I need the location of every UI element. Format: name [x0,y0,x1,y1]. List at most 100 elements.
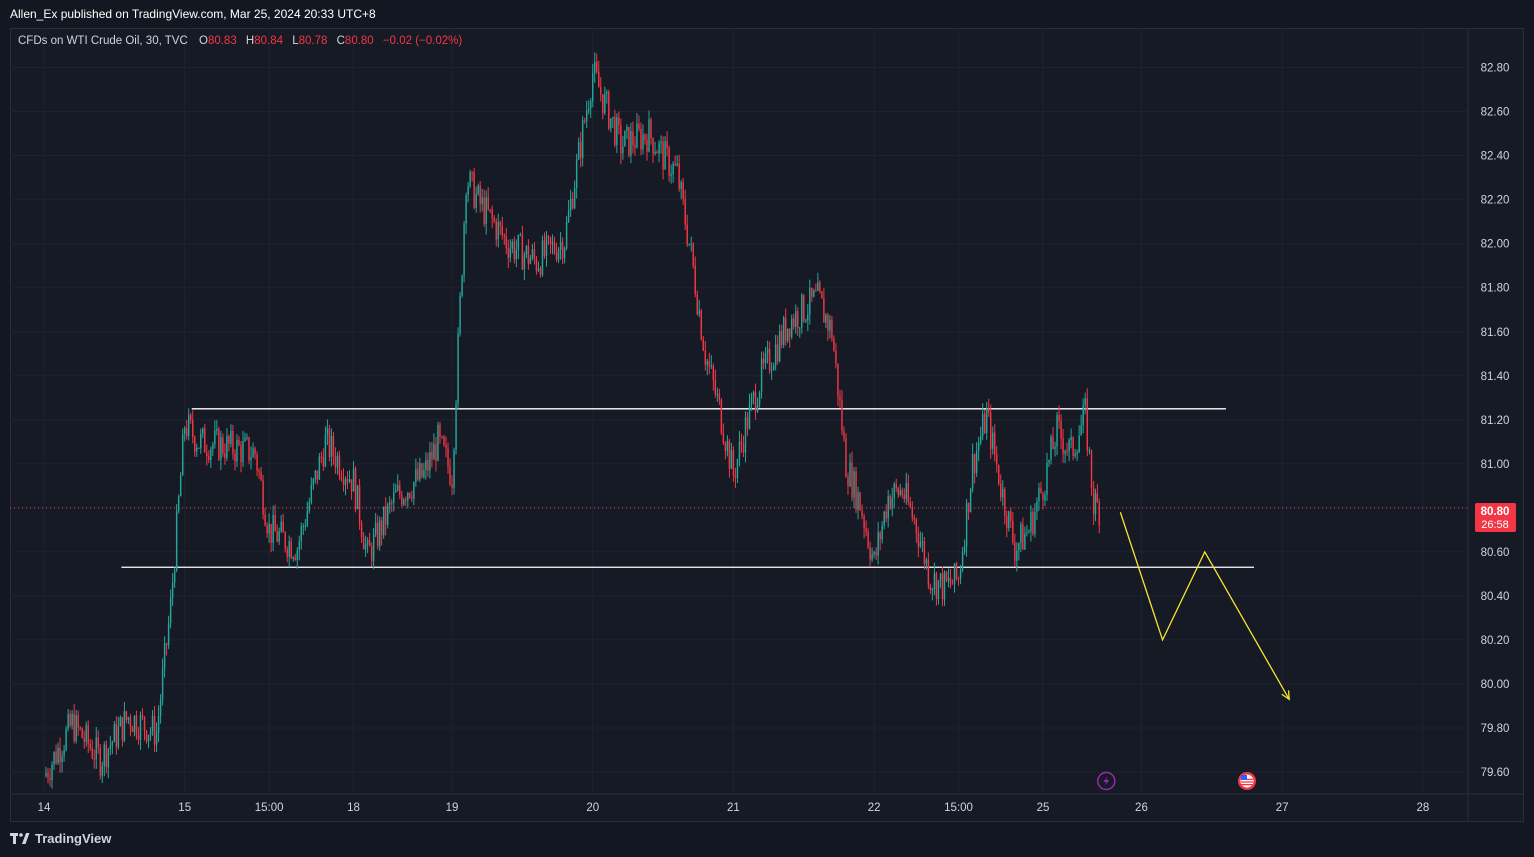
candle-body [270,523,272,543]
candle-body [403,499,405,505]
candle-body [770,369,773,371]
candle-body [863,516,865,529]
candle-body [431,451,433,460]
candle-body [276,531,278,542]
candle-body [326,428,329,435]
candle-body [686,224,688,245]
x-tick-label: 26 [1135,802,1148,814]
candle-body [827,314,829,331]
candle-body [260,472,262,481]
candle-body [513,241,516,260]
candle-body [909,502,912,507]
candle-body [83,737,85,742]
candle-body [883,511,885,526]
candle-body [563,248,566,259]
candle-body [589,100,592,109]
candle-body [258,470,260,473]
candle-body [75,715,77,741]
candle-body [372,534,375,561]
candle-body [895,484,897,489]
candle-body [594,61,596,73]
candle-body [153,715,156,745]
candle-body [479,185,481,204]
candle-body [1020,524,1022,544]
candle-body [501,225,504,236]
x-tick-label: 20 [586,802,599,814]
candle-body [620,125,622,154]
candle-body [742,444,745,453]
candle-body [786,328,789,341]
candle-body [485,197,487,224]
candle-body [604,93,606,113]
candle-body [732,450,735,476]
candle-body [226,435,228,458]
candle-body [1026,532,1028,534]
candle-body [1074,453,1076,456]
candle-body [165,643,168,645]
candle-body [622,146,624,154]
candle-body [561,241,564,259]
candle-body [959,569,962,579]
candle-body [1056,415,1058,447]
candle-body [89,743,91,748]
legend-high-value: 80.84 [254,35,284,47]
candle-body [459,295,461,334]
chart-frame[interactable] [10,28,1524,822]
candle-body [929,585,932,591]
candle-body [376,522,379,547]
candle-body [658,143,660,154]
candle-body [708,361,711,367]
candle-body [252,448,254,458]
candle-body [1034,511,1036,534]
candle-body [537,268,540,271]
candle-body [925,559,928,564]
candle-body [567,210,570,222]
candle-body [457,333,459,404]
candle-body [573,188,576,209]
candle-body [71,713,73,726]
candle-body [1088,450,1091,452]
candle-body [73,713,75,741]
candle-body [971,454,974,489]
candle-body [955,563,958,579]
candle-body [157,715,160,733]
candle-body [143,717,146,731]
y-tick-label: 80.40 [1481,591,1510,603]
candle-body [521,234,524,270]
candle-body [977,443,980,451]
candle-body [469,172,471,187]
candle-body [183,428,186,435]
candle-body [268,523,270,534]
legend-low-value: 80.78 [298,35,328,47]
candle-body [519,234,522,236]
candle-body [234,453,236,462]
candle-body [204,428,206,453]
candle-body [754,392,757,412]
candle-body [788,328,791,338]
candle-body [427,459,429,471]
candle-body [374,522,377,535]
candle-body [300,526,303,542]
candle-body [1058,415,1060,421]
candle-body [517,234,520,250]
candle-body [489,209,491,211]
candle-body [945,572,948,581]
candle-body [395,490,397,493]
candle-body [419,463,421,480]
candle-body [131,727,134,732]
candle-body [159,699,162,716]
event-markers[interactable] [1097,771,1256,791]
candle-body [1098,502,1100,526]
candle-body [899,490,901,496]
y-tick-label: 80.60 [1481,547,1510,559]
candle-body [230,430,232,444]
x-tick-label: 25 [1037,802,1050,814]
tradingview-logo[interactable]: TradingView [10,831,111,846]
candle-body [581,120,584,158]
candle-body [915,519,918,534]
candle-body [931,589,934,591]
candle-body [839,396,841,401]
candle-body [616,117,618,146]
candle-body [511,241,514,249]
